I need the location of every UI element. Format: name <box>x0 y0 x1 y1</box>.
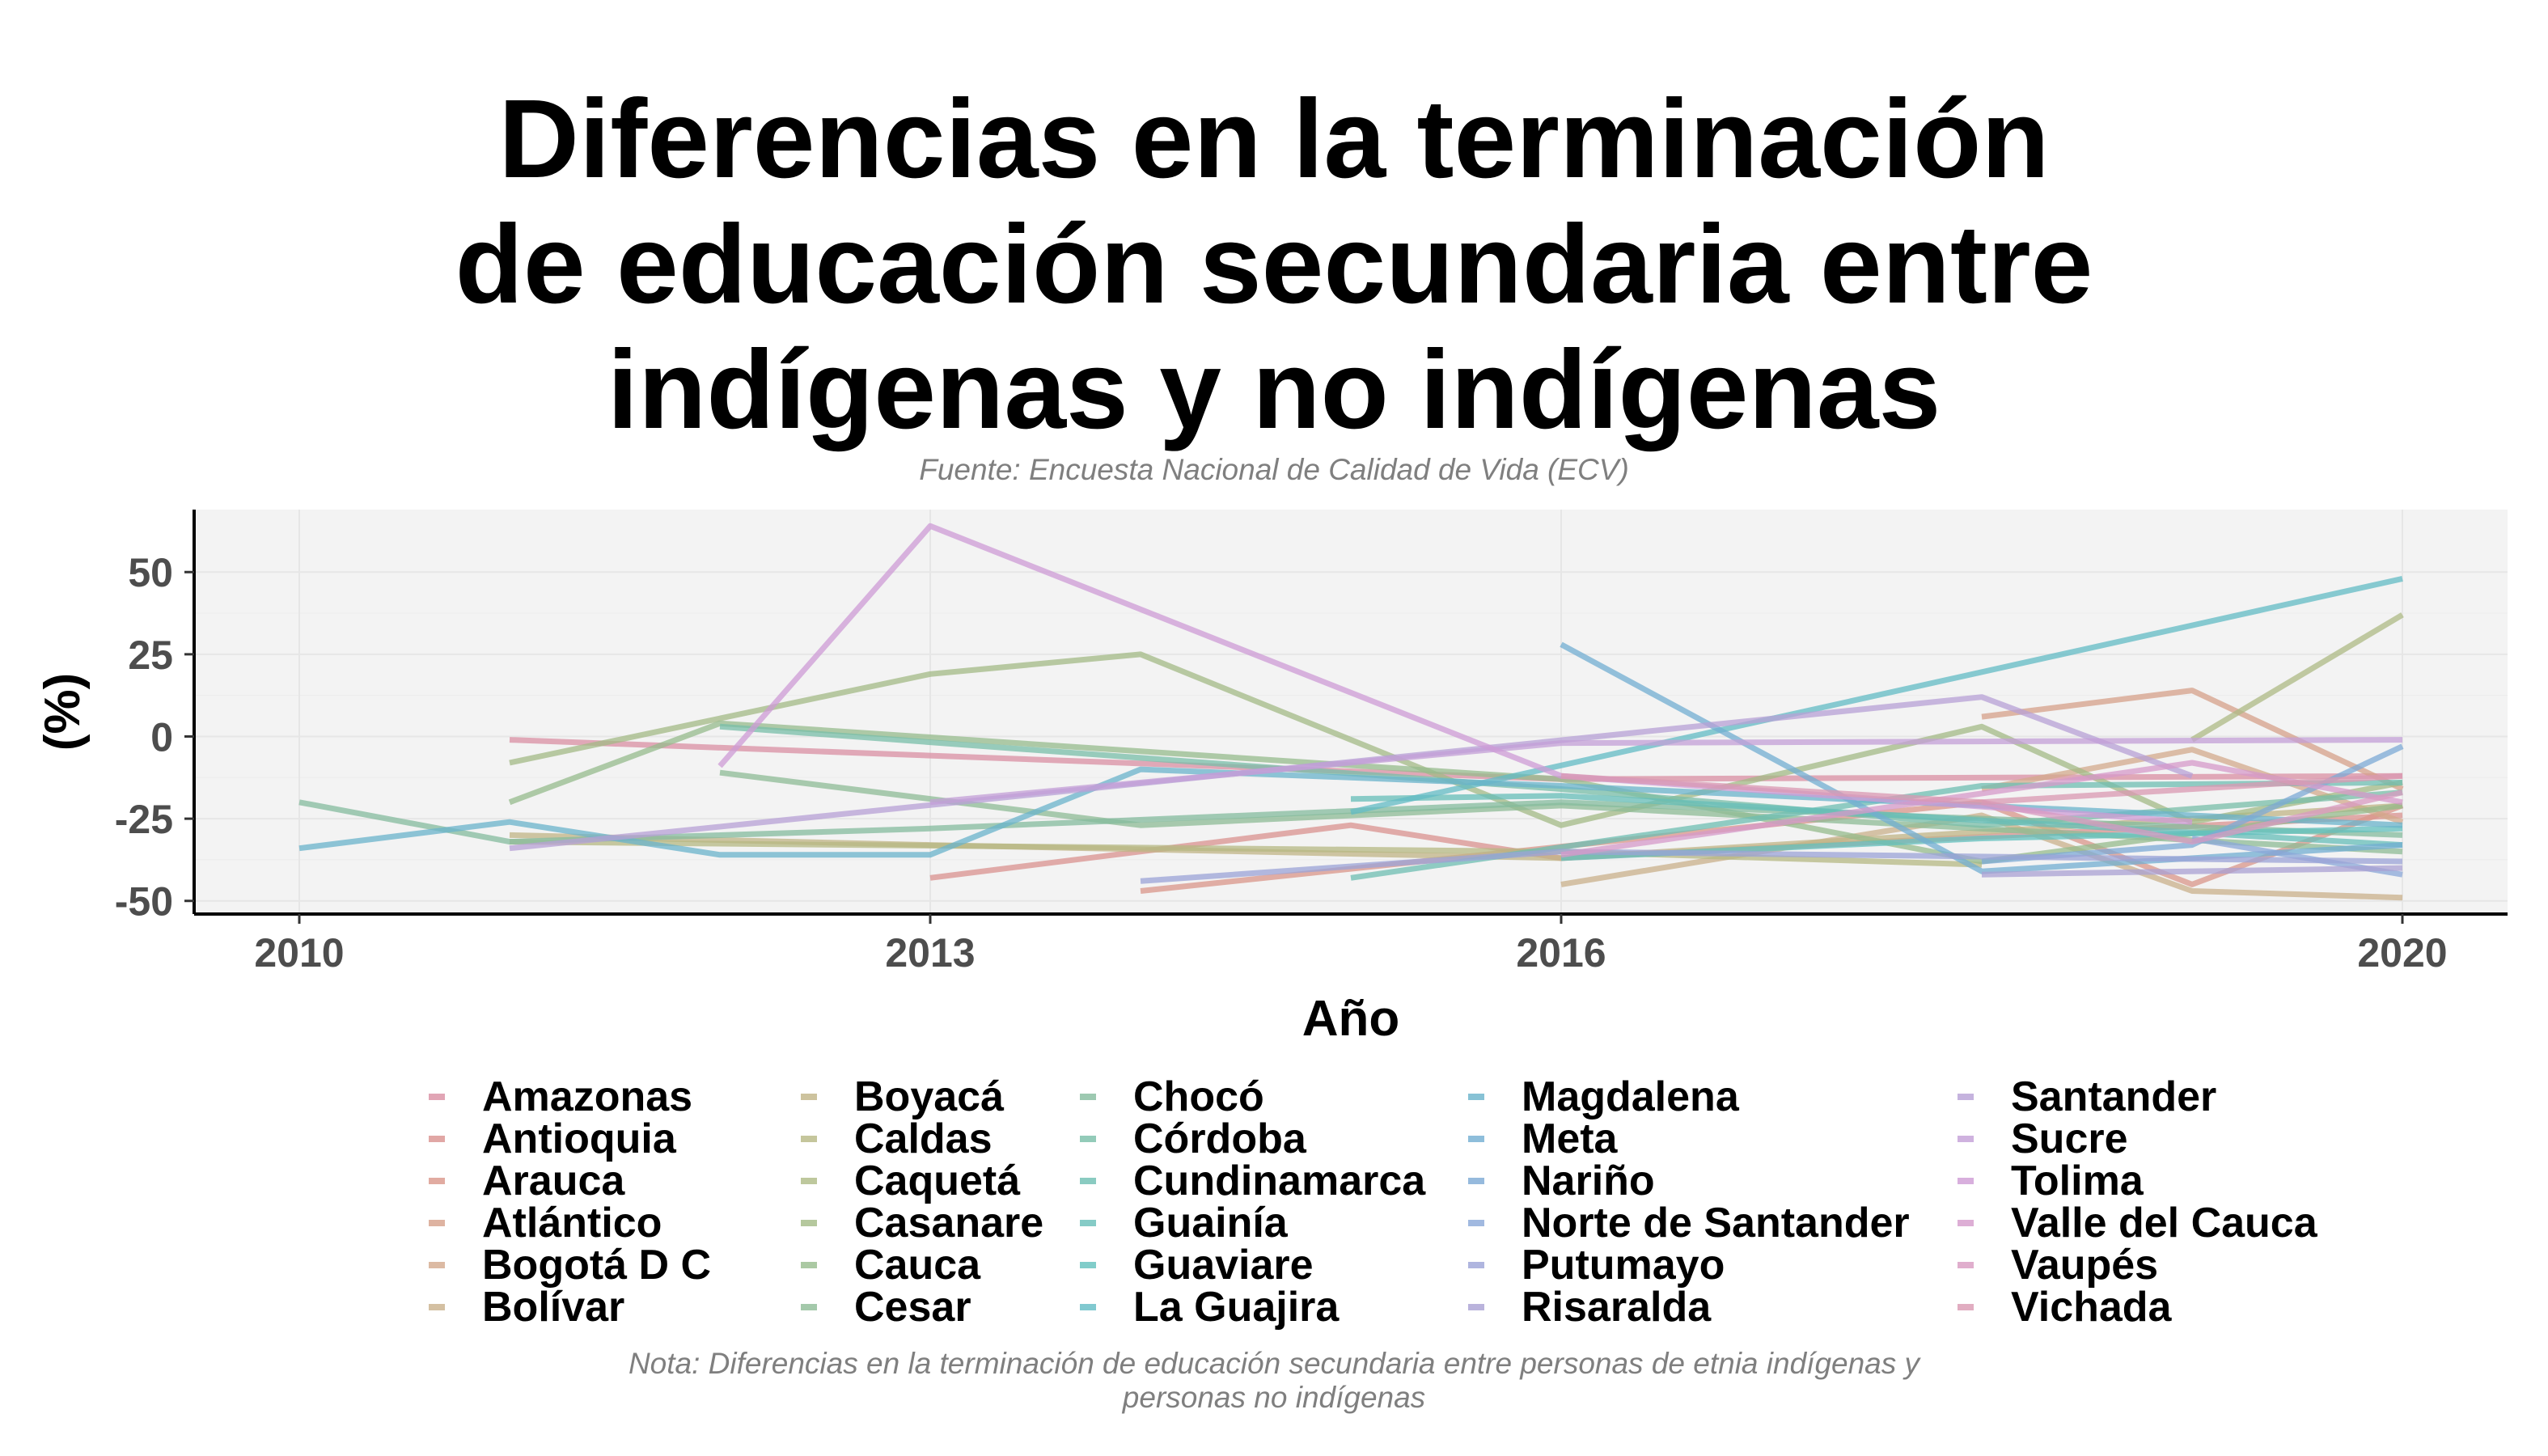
legend-key-swatch <box>1468 1262 1484 1268</box>
legend-label: La Guajira <box>1133 1284 1340 1331</box>
series-line-la-guajira <box>1350 575 2403 815</box>
series-line-sucre <box>929 737 2403 806</box>
legend-label: Boyacá <box>854 1073 1004 1120</box>
legend-label: Cundinamarca <box>1133 1158 1426 1204</box>
legend-label: Nariño <box>1522 1158 1655 1204</box>
legend-label: Guainía <box>1133 1200 1288 1246</box>
caption-line: Nota: Diferencias en la terminación de e… <box>628 1347 1920 1380</box>
chart-subtitle: Fuente: Encuesta Nacional de Calidad de … <box>919 453 1629 486</box>
legend-key-swatch <box>1080 1304 1096 1310</box>
legend-label: Norte de Santander <box>1522 1200 1910 1246</box>
legend-label: Meta <box>1522 1115 1618 1162</box>
legend-key-swatch <box>1958 1262 1974 1268</box>
legend-key-swatch <box>801 1094 817 1100</box>
x-tick-label: 2020 <box>2357 930 2447 976</box>
legend-key-swatch <box>429 1262 445 1268</box>
legend-label: Antioquia <box>482 1115 676 1162</box>
legend-key-swatch <box>1468 1304 1484 1310</box>
legend-key-swatch <box>1958 1304 1974 1310</box>
x-tick-label: 2013 <box>885 930 975 976</box>
series-line-boyaca <box>509 802 2403 861</box>
chart-title: Diferencias en la terminación de educaci… <box>0 77 2548 453</box>
legend-key-swatch <box>1080 1178 1096 1184</box>
y-axis-title: (%) <box>35 673 91 751</box>
legend-key-swatch <box>1468 1136 1484 1142</box>
line-chart: -50 -25 0 25 50 2010 2013 2016 2020 Año (%) <box>35 510 2508 1047</box>
legend-key-swatch <box>801 1262 817 1268</box>
legend-key-swatch <box>1080 1136 1096 1142</box>
legend-key-swatch <box>1958 1136 1974 1142</box>
legend-key-swatch <box>429 1178 445 1184</box>
legend-label: Bolívar <box>482 1284 625 1331</box>
legend-key-swatch <box>801 1220 817 1226</box>
chart-title-line: Diferencias en la terminación <box>498 77 2050 201</box>
series-line-meta <box>1560 641 2403 874</box>
legend-label: Arauca <box>482 1158 625 1204</box>
legend-key-swatch <box>1468 1220 1484 1226</box>
legend-label: Casanare <box>854 1200 1044 1246</box>
series-line-risaralda <box>1981 865 2403 878</box>
series-line-vaupes <box>1981 789 2403 845</box>
series-line-tolima <box>717 523 2193 825</box>
legend-key-swatch <box>1468 1178 1484 1184</box>
legend-label: Bogotá D C <box>482 1242 712 1289</box>
legend-key-swatch <box>1958 1178 1974 1184</box>
y-tick-label: 25 <box>128 633 173 678</box>
legend-label: Caquetá <box>854 1158 1021 1204</box>
legend-label: Putumayo <box>1522 1242 1725 1289</box>
y-tick-label: -50 <box>115 879 173 925</box>
chart-caption: Nota: Diferencias en la terminación de e… <box>0 1347 2548 1415</box>
legend-label: Atlántico <box>482 1200 662 1246</box>
series-line-vichada <box>1560 772 2403 806</box>
legend-key-swatch <box>1080 1220 1096 1226</box>
plot-panel <box>194 510 2508 914</box>
series-line-valle-del-cauca <box>1560 760 2403 858</box>
y-tick-label: -25 <box>115 797 173 842</box>
legend-label: Tolima <box>2011 1158 2144 1204</box>
x-axis-title: Año <box>1302 991 1400 1047</box>
legend-label: Amazonas <box>482 1073 693 1120</box>
x-tick-label: 2016 <box>1516 930 1606 976</box>
legend-label: Santander <box>2011 1073 2217 1120</box>
legend-label: Chocó <box>1133 1073 1264 1120</box>
series-lines <box>298 523 2404 901</box>
series-line-magdalena <box>298 766 2403 858</box>
legend-key-swatch <box>801 1304 817 1310</box>
legend-label: Vaupés <box>2011 1242 2159 1289</box>
y-tick-label: 50 <box>128 550 173 595</box>
series-line-caqueta <box>2190 612 2404 743</box>
legend-key-swatch <box>429 1220 445 1226</box>
chart-title-line: indígenas y no indígenas <box>607 328 1941 452</box>
caption-line: personas no indígenas <box>1122 1381 1426 1414</box>
legend-key-swatch <box>1958 1094 1974 1100</box>
legend-label: Guaviare <box>1133 1242 1314 1289</box>
legend-key-swatch <box>1958 1220 1974 1226</box>
legend-label: Córdoba <box>1133 1115 1306 1162</box>
legend-key-swatch <box>1468 1094 1484 1100</box>
y-tick-label: 0 <box>150 714 173 760</box>
series-line-cesar <box>719 769 2403 855</box>
legend-key-swatch <box>429 1136 445 1142</box>
legend-label: Cauca <box>854 1242 981 1289</box>
legend-label: Magdalena <box>1522 1073 1739 1120</box>
legend-label: Caldas <box>854 1115 993 1162</box>
legend-label: Vichada <box>2011 1284 2172 1331</box>
legend-label: Cesar <box>854 1284 971 1331</box>
legend-key-swatch <box>429 1304 445 1310</box>
legend-key-swatch <box>1080 1262 1096 1268</box>
legend-key-swatch <box>801 1178 817 1184</box>
legend-label: Risaralda <box>1522 1284 1712 1331</box>
legend-key-swatch <box>429 1094 445 1100</box>
chart-title-line: de educación secundaria entre <box>455 202 2093 327</box>
legend-key-swatch <box>801 1136 817 1142</box>
legend-label: Sucre <box>2011 1115 2128 1162</box>
legend-key-swatch <box>1080 1094 1096 1100</box>
x-tick-label: 2010 <box>254 930 344 976</box>
legend-label: Valle del Cauca <box>2011 1200 2317 1246</box>
series-line-putumayo <box>1140 849 2403 884</box>
series-line-atlantico <box>1981 688 2404 792</box>
axis-ticks: -50 -25 0 25 50 2010 2013 2016 2020 <box>115 550 2448 976</box>
series-line-cauca <box>508 720 2403 865</box>
